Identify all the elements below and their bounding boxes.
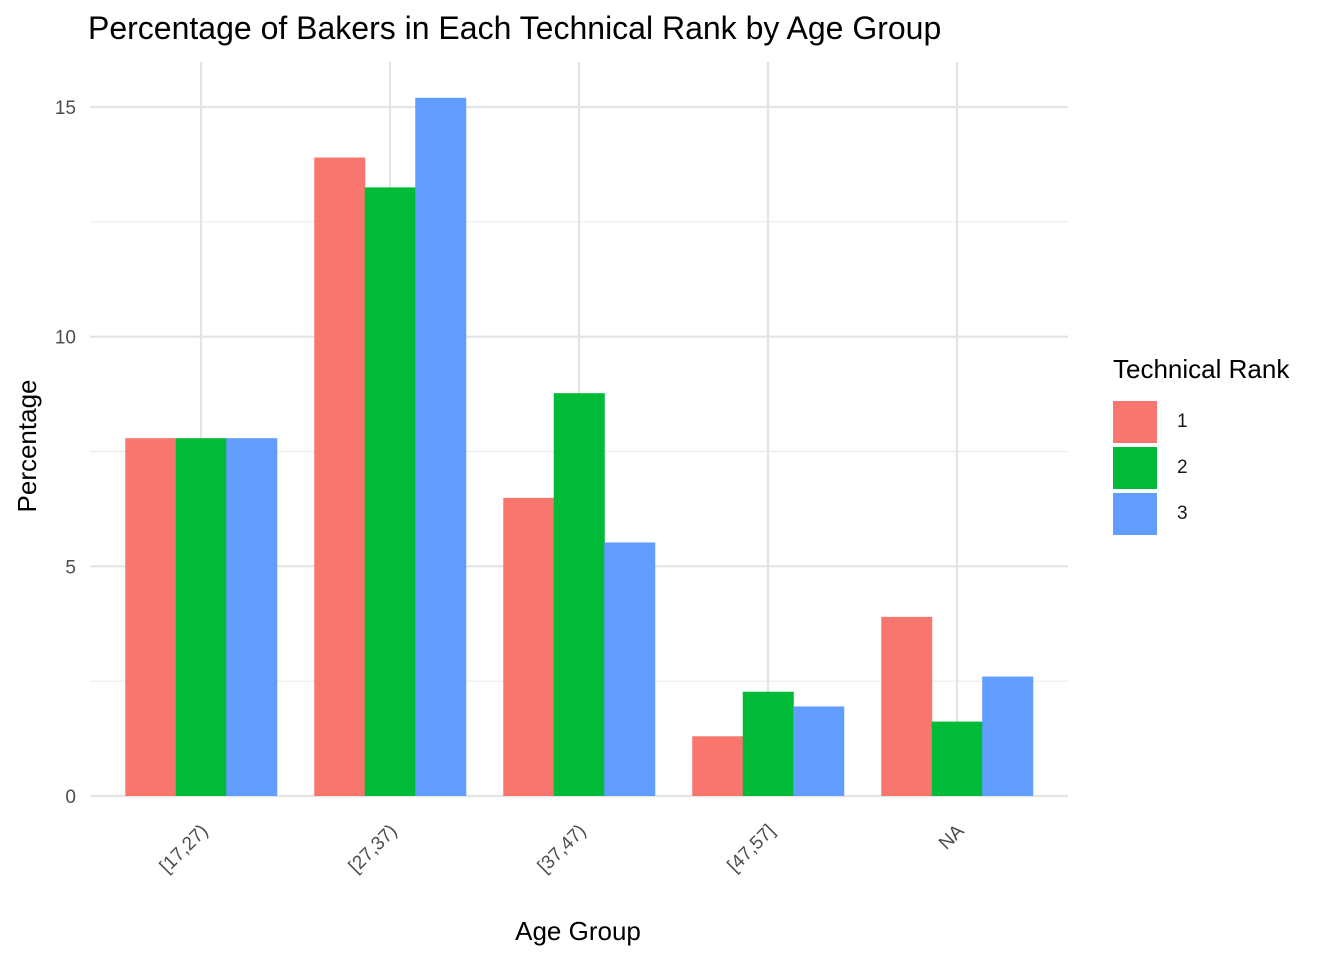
chart-title: Percentage of Bakers in Each Technical R… — [88, 10, 942, 46]
legend-label-1: 1 — [1177, 411, 1188, 432]
bar-47-57-rank-3 — [793, 706, 845, 796]
y-tick-label: 10 — [55, 328, 76, 349]
legend-swatch-1 — [1113, 401, 1157, 443]
bar-NA-rank-3 — [982, 676, 1034, 796]
legend-label-2: 2 — [1177, 457, 1188, 478]
x-tick-label: NA — [935, 820, 969, 854]
y-tick-label: 15 — [55, 98, 76, 119]
x-tick-label: [27,37) — [345, 821, 402, 878]
x-tick-label: [47,57] — [724, 821, 780, 877]
y-tick-label: 5 — [65, 557, 76, 578]
legend-item-2: 2 — [1113, 445, 1289, 491]
legend-swatch-2 — [1113, 447, 1157, 489]
legend-swatch-3 — [1113, 493, 1157, 535]
legend-item-3: 3 — [1113, 491, 1289, 537]
bar-47-57-rank-2 — [742, 691, 794, 796]
y-tick-label: 0 — [65, 787, 76, 808]
x-axis-title: Age Group — [515, 916, 641, 946]
legend-label-3: 3 — [1177, 503, 1188, 524]
bar-NA-rank-2 — [931, 721, 983, 796]
bar-27-37-rank-1 — [314, 157, 366, 796]
bar-17-27-rank-2 — [175, 438, 227, 796]
bar-27-37-rank-3 — [415, 97, 467, 796]
legend-title: Technical Rank — [1113, 354, 1290, 384]
x-tick-label: [17,27) — [156, 821, 213, 878]
y-axis-title: Percentage — [12, 380, 42, 513]
bar-47-57-rank-1 — [692, 736, 744, 796]
bar-17-27-rank-3 — [226, 438, 278, 796]
bar-37-47-rank-1 — [503, 497, 555, 796]
legend: Technical Rank 1 2 3 — [1113, 354, 1289, 537]
bar-NA-rank-1 — [881, 616, 933, 796]
bar-27-37-rank-2 — [364, 187, 416, 797]
bar-37-47-rank-3 — [604, 542, 656, 796]
bar-17-27-rank-1 — [125, 438, 177, 796]
legend-item-1: 1 — [1113, 399, 1289, 445]
bars — [125, 97, 1034, 797]
bar-37-47-rank-2 — [553, 393, 605, 796]
x-tick-label: [37,47) — [534, 821, 591, 878]
